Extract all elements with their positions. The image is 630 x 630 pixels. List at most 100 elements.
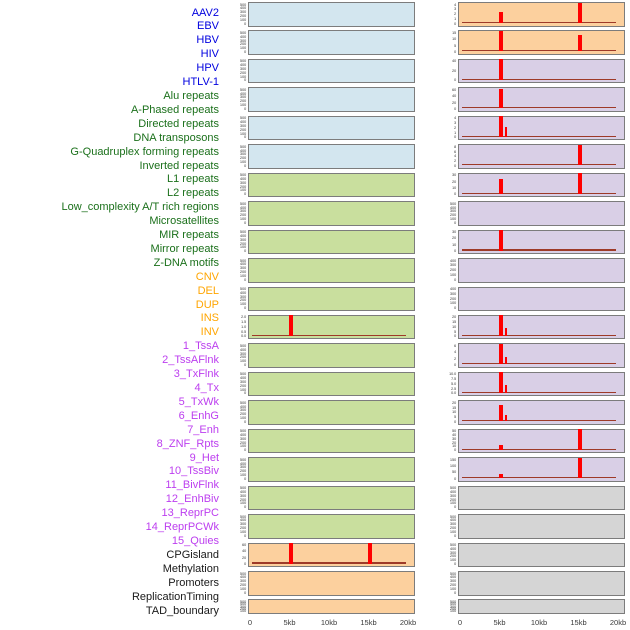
y-axis-tick-label: 500 bbox=[239, 257, 246, 263]
feature-label-cpgisland: CPGisland bbox=[166, 548, 219, 561]
peak-14-reprpcwk-5kb bbox=[498, 444, 503, 450]
track-panel-hiv bbox=[248, 87, 415, 112]
y-axis-tick-label: 30 bbox=[451, 229, 456, 235]
feature-label-l1-repeats: L1 repeats bbox=[167, 173, 219, 186]
y-axis-tick-label: 200 bbox=[449, 212, 456, 218]
track-panel-13-reprpc bbox=[458, 400, 625, 425]
feature-label-15-quies: 15_Quies bbox=[171, 534, 219, 547]
y-axis-tick-label: 20 bbox=[451, 235, 456, 241]
y-axis-tick-label: 0 bbox=[453, 589, 456, 595]
y-axis-tick-label: 200 bbox=[239, 240, 246, 246]
y-axis-tick-label: 2.5 bbox=[451, 385, 456, 391]
y-axis-tick-label: 100 bbox=[449, 557, 456, 563]
feature-label-htlv-1: HTLV-1 bbox=[182, 76, 219, 88]
y-axis-tick-label: 0 bbox=[453, 20, 456, 26]
y-axis-tick-label: 150 bbox=[449, 456, 456, 462]
y-axis-tick-label: 500 bbox=[449, 570, 456, 576]
y-axis-tick-label: 1 bbox=[453, 129, 456, 135]
y-axis-tick-label: 0 bbox=[453, 49, 456, 54]
track-panel-mirror-repeats bbox=[248, 485, 415, 511]
y-axis-tick-label: 1.5 bbox=[241, 319, 246, 325]
track-panel-cnv bbox=[248, 542, 415, 568]
y-axis-tick-label: 200 bbox=[239, 155, 246, 161]
peak-4-tx-15kb bbox=[577, 144, 582, 166]
feature-label-8-znf-rpts: 8_ZNF_Rpts bbox=[156, 437, 219, 450]
y-axis-tick-label: 3 bbox=[453, 6, 456, 12]
y-axis-tick-label: 200 bbox=[239, 12, 246, 18]
y-axis-tick-label: 200 bbox=[239, 354, 246, 360]
y-axis-tick-label: 500 bbox=[239, 286, 246, 291]
y-axis-tick-label: 0.5 bbox=[241, 328, 246, 334]
y-axis-tick-label: 0 bbox=[453, 361, 456, 367]
y-axis-tick-label: 20 bbox=[451, 67, 456, 73]
y-axis-tick-label: 300 bbox=[239, 179, 246, 185]
y-axis-tick-label: 0 bbox=[453, 276, 456, 282]
y-axis-tick-label: 100 bbox=[449, 300, 456, 306]
feature-label-del: DEL bbox=[197, 284, 219, 297]
track-panel-htlv-1 bbox=[248, 144, 415, 169]
y-axis-tick-label: 200 bbox=[239, 212, 246, 218]
track-panel-dup bbox=[248, 599, 415, 615]
y-axis-tick-label: 0 bbox=[453, 77, 456, 83]
y-axis-tick-label: 500 bbox=[449, 598, 456, 604]
feature-label-inverted-repeats: Inverted repeats bbox=[139, 159, 220, 172]
y-axis-tick-label: 60 bbox=[451, 86, 456, 92]
track-panel-promoters bbox=[458, 542, 625, 568]
y-axis-tick-label: 0 bbox=[453, 333, 456, 339]
track-panel-g-quadruplex-forming-repeats bbox=[248, 286, 415, 311]
y-axis-tick-label: 2.0 bbox=[241, 314, 246, 320]
track-panel-3-txflnk bbox=[458, 115, 625, 141]
y-axis-tick-label: 0 bbox=[243, 162, 246, 168]
feature-label-hbv: HBV bbox=[196, 34, 219, 47]
density-baseline bbox=[462, 420, 616, 422]
y-axis-tick-label: 500 bbox=[239, 371, 246, 377]
y-axis-tick-label: 200 bbox=[449, 581, 456, 587]
y-axis-tick-label: 0 bbox=[453, 305, 456, 310]
peak-inverted-repeats-5kb bbox=[288, 315, 293, 336]
y-axis-tick-label: 15 bbox=[451, 319, 456, 325]
track-panel-2-tssaflnk bbox=[458, 87, 625, 112]
y-axis-tick-label: 0 bbox=[453, 475, 456, 481]
track-panel-z-dna-motifs bbox=[248, 514, 415, 539]
y-axis-tick-label: 200 bbox=[449, 267, 456, 273]
y-axis-tick-label: 400 bbox=[239, 460, 246, 466]
y-axis-tick-label: 500 bbox=[239, 570, 246, 576]
y-axis-tick-label: 100 bbox=[449, 215, 456, 221]
y-axis-tick-label: 0 bbox=[243, 361, 246, 367]
y-axis-tick-label: 500 bbox=[239, 115, 246, 121]
y-axis-tick-label: 0 bbox=[453, 447, 456, 453]
y-axis-tick-label: 200 bbox=[239, 268, 246, 274]
y-axis-tick-label: 400 bbox=[239, 33, 246, 39]
y-axis-tick-label: 3 bbox=[453, 120, 456, 125]
feature-label-aav2: AAV2 bbox=[191, 6, 219, 19]
track-panel-dna-transposons bbox=[248, 258, 415, 283]
y-axis-tick-label: 100 bbox=[449, 463, 456, 468]
x-axis-tick-label-15kb: 15kb bbox=[570, 618, 587, 627]
track-panel-aav2 bbox=[248, 2, 415, 27]
y-axis-tick-label: 400 bbox=[449, 517, 456, 523]
track-panel-14-reprpcwk bbox=[458, 428, 625, 454]
y-axis-tick-label: 100 bbox=[239, 45, 246, 51]
track-panel-low-complexity-a-t-rich-regions bbox=[248, 400, 415, 425]
y-axis-tick-label: 10.0 bbox=[449, 371, 456, 377]
y-axis-tick-label: 100 bbox=[239, 187, 246, 193]
feature-label-3-txflnk: 3_TxFlnk bbox=[173, 368, 219, 381]
y-axis-tick-label: 400 bbox=[449, 574, 456, 580]
y-axis-tick-label: 200 bbox=[449, 496, 456, 502]
y-axis-tick-label: 300 bbox=[449, 603, 456, 609]
y-axis-tick-label: 7.5 bbox=[451, 376, 456, 382]
track-panel-7-enh bbox=[458, 229, 625, 255]
track-panel-ins bbox=[458, 2, 625, 27]
y-axis-tick-label: 0 bbox=[243, 532, 246, 538]
y-axis-tick-label: 100 bbox=[239, 215, 246, 221]
peak-inv-15kb bbox=[577, 34, 582, 52]
y-axis-tick-label: 200 bbox=[239, 297, 246, 303]
y-axis-tick-label: 2 bbox=[453, 11, 456, 16]
y-axis-tick-label: 0 bbox=[453, 219, 456, 225]
y-axis-tick-label: 400 bbox=[239, 119, 246, 125]
x-axis-tick-label-5kb: 5kb bbox=[283, 618, 296, 627]
y-axis-tick-label: 400 bbox=[239, 403, 246, 409]
y-axis-tick-label: 500 bbox=[239, 342, 246, 348]
y-axis-tick-label: 400 bbox=[239, 488, 246, 494]
feature-label-11-bivflnk: 11_BivFlnk bbox=[165, 479, 219, 492]
